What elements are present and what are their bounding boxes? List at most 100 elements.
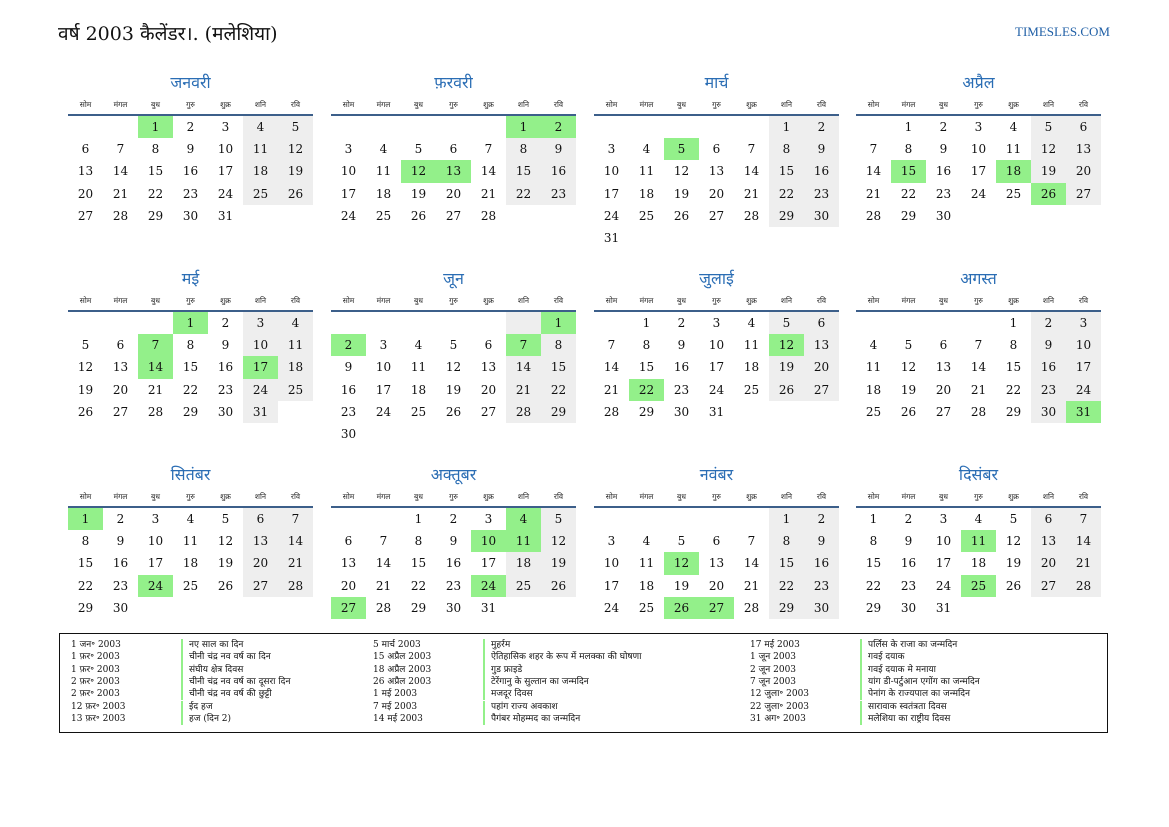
day-cell[interactable]: 10 [375,360,392,375]
day-cell[interactable]: 18 [865,382,882,397]
day-cell[interactable]: 26 [77,404,94,419]
day-cell[interactable]: 2 [804,116,839,139]
day-cell[interactable]: 31 [243,400,278,423]
day-cell[interactable]: 16 [112,556,129,571]
day-cell[interactable]: 14 [865,164,882,179]
day-cell[interactable]: 7 [484,142,493,157]
day-cell[interactable]: 30 [112,600,129,615]
day-cell[interactable]: 1 [769,116,804,139]
day-cell[interactable]: 28 [603,404,620,419]
day-cell[interactable]: 26 [541,574,576,597]
day-cell[interactable]: 13 [436,160,471,183]
day-cell[interactable]: 6 [712,534,721,549]
day-cell[interactable]: 5 [1031,116,1066,139]
day-cell[interactable]: 23 [673,382,690,397]
day-cell[interactable]: 20 [112,382,129,397]
day-cell[interactable]: 16 [935,164,952,179]
day-cell[interactable]: 15 [638,360,655,375]
day-cell[interactable]: 27 [77,208,94,223]
day-cell[interactable]: 25 [375,208,392,223]
day-cell[interactable]: 21 [506,378,541,401]
day-cell[interactable]: 16 [1031,356,1066,379]
day-cell[interactable]: 1 [68,508,103,531]
day-cell[interactable]: 18 [375,186,392,201]
day-cell[interactable]: 5 [664,138,699,161]
day-cell[interactable]: 14 [603,360,620,375]
day-cell[interactable]: 9 [677,338,686,353]
day-cell[interactable]: 18 [506,552,541,575]
day-cell[interactable]: 3 [379,338,388,353]
day-cell[interactable]: 4 [747,316,756,330]
day-cell[interactable]: 22 [182,382,199,397]
day-cell[interactable]: 22 [865,578,882,593]
day-cell[interactable]: 2 [939,120,948,134]
day-cell[interactable]: 25 [182,578,199,593]
day-cell[interactable]: 10 [217,142,234,157]
day-cell[interactable]: 20 [708,186,725,201]
day-cell[interactable]: 11 [961,530,996,553]
day-cell[interactable]: 31 [708,404,725,419]
day-cell[interactable]: 19 [1031,160,1066,183]
day-cell[interactable]: 6 [81,142,90,157]
day-cell[interactable]: 14 [278,530,313,553]
day-cell[interactable]: 20 [480,382,497,397]
day-cell[interactable]: 21 [112,186,129,201]
site-link[interactable]: TIMESLES.COM [1015,24,1110,39]
day-cell[interactable]: 18 [278,356,313,379]
day-cell[interactable]: 16 [900,556,917,571]
day-cell[interactable]: 25 [865,404,882,419]
day-cell[interactable]: 10 [471,530,506,553]
day-cell[interactable]: 24 [935,578,952,593]
day-cell[interactable]: 8 [151,142,160,157]
day-cell[interactable]: 13 [340,556,357,571]
day-cell[interactable]: 15 [182,360,199,375]
day-cell[interactable]: 30 [340,426,357,441]
day-cell[interactable]: 7 [747,534,756,549]
day-cell[interactable]: 3 [1066,312,1101,335]
day-cell[interactable]: 9 [344,360,353,375]
day-cell[interactable]: 23 [445,578,462,593]
day-cell[interactable]: 29 [769,596,804,619]
day-cell[interactable]: 24 [217,186,234,201]
day-cell[interactable]: 27 [331,596,366,619]
day-cell[interactable]: 14 [1066,530,1101,553]
day-cell[interactable]: 21 [278,552,313,575]
day-cell[interactable]: 22 [629,378,664,401]
day-cell[interactable]: 26 [1031,182,1066,205]
day-cell[interactable]: 1 [138,116,173,139]
day-cell[interactable]: 4 [1009,120,1018,134]
day-cell[interactable]: 25 [638,208,655,223]
day-cell[interactable]: 24 [603,208,620,223]
day-cell[interactable]: 13 [112,360,129,375]
day-cell[interactable]: 17 [970,164,987,179]
day-cell[interactable]: 8 [186,338,195,353]
day-cell[interactable]: 16 [182,164,199,179]
day-cell[interactable]: 7 [379,534,388,549]
day-cell[interactable]: 28 [743,208,760,223]
day-cell[interactable]: 28 [147,404,164,419]
day-cell[interactable]: 16 [340,382,357,397]
day-cell[interactable]: 17 [935,556,952,571]
day-cell[interactable]: 8 [869,534,878,549]
day-cell[interactable]: 12 [1005,534,1022,549]
day-cell[interactable]: 29 [77,600,94,615]
day-cell[interactable]: 7 [607,338,616,353]
day-cell[interactable]: 18 [243,160,278,183]
day-cell[interactable]: 31 [603,230,620,245]
day-cell[interactable]: 4 [869,338,878,353]
day-cell[interactable]: 2 [331,334,366,357]
day-cell[interactable]: 5 [769,312,804,335]
day-cell[interactable]: 25 [506,574,541,597]
day-cell[interactable]: 17 [243,356,278,379]
day-cell[interactable]: 26 [664,596,699,619]
day-cell[interactable]: 21 [865,186,882,201]
day-cell[interactable]: 10 [935,534,952,549]
day-cell[interactable]: 22 [77,578,94,593]
day-cell[interactable]: 9 [804,138,839,161]
day-cell[interactable]: 8 [904,142,913,157]
day-cell[interactable]: 22 [506,182,541,205]
day-cell[interactable]: 30 [1031,400,1066,423]
day-cell[interactable]: 17 [480,556,497,571]
day-cell[interactable]: 5 [278,116,313,139]
day-cell[interactable]: 1 [769,508,804,531]
